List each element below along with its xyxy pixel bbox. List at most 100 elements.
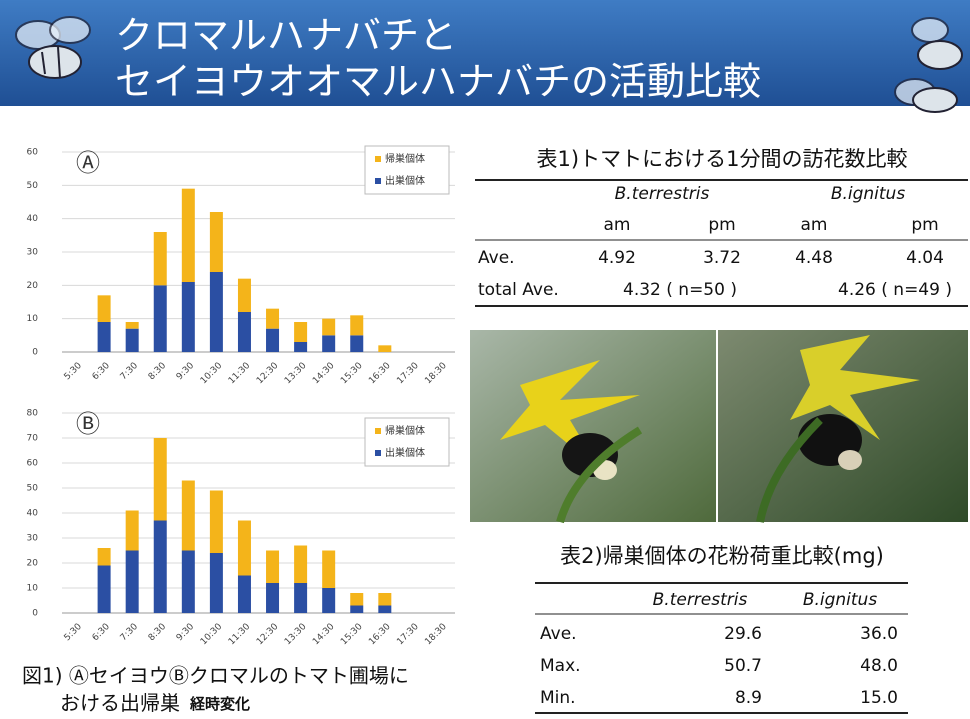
y-tick-label: 80 (27, 409, 39, 419)
chart: 0 10 20 30 40 50 60 5:30 6:30 7:30 8:30 9:30 10:30 11… (27, 145, 455, 387)
y-tick-label: 40 (27, 214, 39, 224)
bar-segment (378, 593, 392, 606)
column-header: B.ignitus (831, 184, 906, 204)
y-tick-label: 40 (27, 509, 39, 519)
legend-box (364, 417, 450, 467)
x-tick-label: 9:30 (175, 622, 197, 644)
table-cell: 36.0 (860, 624, 898, 644)
column-header: B.terrestris (615, 184, 710, 204)
bar-segment (294, 583, 308, 613)
row-label: Max. (540, 656, 581, 676)
bar-segment (294, 545, 308, 583)
x-tick-label: 7:30 (119, 361, 141, 383)
column-header: pm (708, 215, 735, 235)
x-tick-label: 10:30 (199, 622, 225, 648)
bar-segment (153, 438, 167, 521)
x-tick-label: 12:30 (255, 361, 281, 387)
caption-line: 図1) ⒶセイヨウⒷクロマルのトマト圃場に (22, 664, 409, 688)
bar-segment (350, 605, 364, 613)
bar-segment (322, 335, 336, 352)
legend-box (364, 145, 450, 195)
bar-segment (237, 312, 251, 352)
x-tick-label: 5:30 (63, 361, 85, 383)
bar-segment (237, 520, 251, 576)
x-tick-label: 16:30 (367, 622, 393, 648)
y-tick-label: 30 (27, 534, 39, 544)
bar-segment (237, 575, 251, 613)
row-label: Ave. (478, 248, 515, 268)
bar-segment (181, 188, 195, 282)
x-tick-label: 10:30 (199, 361, 225, 387)
table-cell: 4.48 (795, 248, 833, 268)
x-tick-label: 17:30 (395, 622, 421, 648)
bar-segment (266, 583, 280, 613)
bar-segment (125, 328, 139, 352)
bee-icon (894, 17, 963, 113)
x-tick-label: 11:30 (227, 361, 253, 387)
row-label: total Ave. (478, 280, 559, 300)
legend-swatch (375, 156, 381, 162)
bar-segment (350, 315, 364, 336)
photo (470, 330, 968, 524)
x-tick-label: 15:30 (339, 361, 365, 387)
title: クロマルハナバチと (115, 14, 457, 58)
x-tick-label: 9:30 (175, 361, 197, 383)
bar-segment (266, 550, 280, 583)
row-label: Ave. (540, 624, 577, 644)
y-tick-label: 30 (27, 248, 39, 258)
x-tick-label: 14:30 (311, 622, 337, 648)
legend-swatch (375, 428, 381, 434)
legend-label: 出巣個体 (385, 174, 425, 187)
caption-bold: 経時変化 (189, 695, 250, 713)
legend-swatch (375, 178, 381, 184)
x-tick-label: 17:30 (395, 361, 421, 387)
bar-segment (266, 308, 280, 329)
x-tick-label: 13:30 (283, 622, 309, 648)
bar-segment (125, 322, 139, 329)
y-tick-label: 20 (27, 281, 39, 291)
table-cell: 4.92 (598, 248, 636, 268)
bar-segment (378, 345, 392, 352)
title: セイヨウオオマルハナバチの活動比較 (115, 60, 761, 104)
table-cell: 4.04 (906, 248, 944, 268)
panel-label: Ⓑ (76, 410, 100, 438)
bar-segment (294, 342, 308, 352)
x-tick-label: 11:30 (227, 622, 253, 648)
bar-segment (322, 588, 336, 613)
x-tick-label: 15:30 (339, 622, 365, 648)
table-title: 表1)トマトにおける1分間の訪花数比較 (537, 147, 908, 171)
table-title: 表2)帰巣個体の花粉荷重比較(mg) (560, 544, 884, 568)
y-tick-label: 20 (27, 559, 39, 569)
column-header: am (604, 215, 631, 235)
x-tick-label: 5:30 (63, 622, 85, 644)
x-tick-label: 13:30 (283, 361, 309, 387)
y-tick-label: 50 (27, 484, 39, 494)
caption-line: おける出帰巣 経時変化 (60, 691, 250, 715)
header-band (0, 0, 970, 106)
bar-segment (209, 212, 223, 272)
legend-label: 出巣個体 (385, 446, 425, 459)
bar-segment (322, 318, 336, 336)
row-label: Min. (540, 688, 576, 708)
bar-segment (181, 282, 195, 352)
table-cell: 3.72 (703, 248, 741, 268)
bar-segment (181, 480, 195, 551)
x-tick-label: 6:30 (91, 361, 113, 383)
x-tick-label: 12:30 (255, 622, 281, 648)
legend-swatch (375, 450, 381, 456)
y-tick-label: 60 (27, 148, 39, 158)
table-cell: 4.26 ( n=49 ) (838, 280, 952, 300)
x-tick-label: 18:30 (423, 622, 449, 648)
x-tick-label: 8:30 (147, 361, 169, 383)
bar-segment (153, 520, 167, 613)
legend-label: 帰巣個体 (385, 424, 425, 437)
x-tick-label: 8:30 (147, 622, 169, 644)
x-tick-label: 6:30 (91, 622, 113, 644)
bar-segment (97, 565, 111, 613)
y-tick-label: 70 (27, 434, 39, 444)
x-tick-label: 14:30 (311, 361, 337, 387)
y-tick-label: 0 (32, 348, 38, 358)
column-header: B.terrestris (653, 590, 748, 610)
bar-segment (125, 550, 139, 613)
